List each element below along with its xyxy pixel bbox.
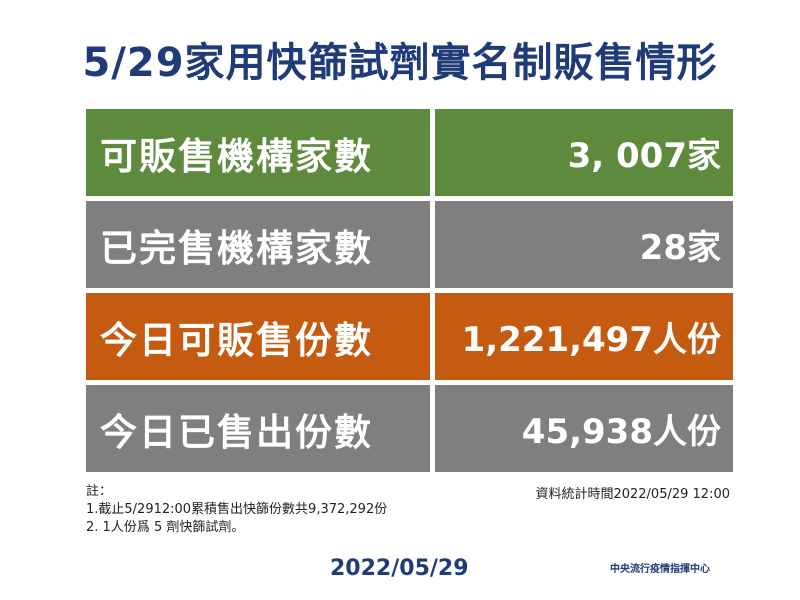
table-row: 已完售機構家數 28家 (86, 201, 733, 288)
page-title: 5/29家用快篩試劑實名制販售情形 (82, 40, 718, 86)
row-value: 28家 (435, 201, 733, 288)
row-value: 45,938人份 (435, 385, 733, 472)
table-row: 可販售機構家數 3, 007家 (86, 109, 733, 196)
notes: 註： 1.截止5/2912:00累積售出快篩份數共9,372,292份 2. 1… (86, 483, 387, 537)
row-value: 3, 007家 (435, 109, 733, 196)
row-label: 已完售機構家數 (86, 201, 430, 288)
row-value: 1,221,497人份 (435, 293, 733, 380)
table-row: 今日可販售份數 1,221,497人份 (86, 293, 733, 380)
footer-date: 2022/05/29 (330, 556, 469, 581)
note-line: 1.截止5/2912:00累積售出快篩份數共9,372,292份 (86, 502, 388, 517)
stat-time: 資料統計時間2022/05/29 12:00 (535, 487, 730, 502)
notes-heading: 註： (86, 484, 113, 499)
footer-org: 中央流行疫情指揮中心 (610, 564, 710, 575)
note-line: 2. 1人份爲 5 劑快篩試劑。 (86, 520, 245, 535)
row-label: 今日可販售份數 (86, 293, 430, 380)
table-row: 今日已售出份數 45,938人份 (86, 385, 733, 472)
stats-table: 可販售機構家數 3, 007家 已完售機構家數 28家 今日可販售份數 1,22… (86, 109, 733, 477)
row-label: 可販售機構家數 (86, 109, 430, 196)
row-label: 今日已售出份數 (86, 385, 430, 472)
